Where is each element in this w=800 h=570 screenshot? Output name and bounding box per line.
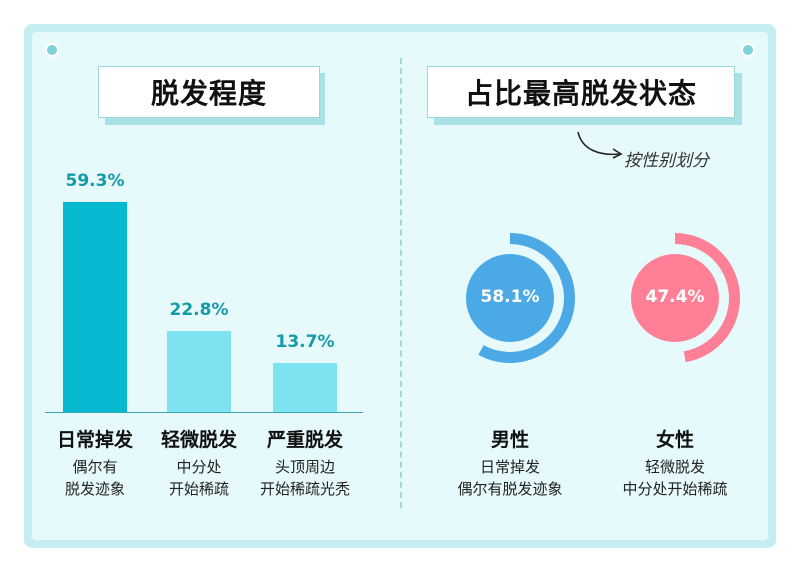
left-title-text: 脱发程度 (150, 77, 267, 110)
bar-description-line: 头顶周边 (274, 458, 335, 476)
corner-dot-right (741, 43, 755, 57)
bar-description-line: 开始稀疏光秃 (259, 480, 350, 498)
x-axis-line (45, 412, 363, 413)
ring-arc (478, 233, 575, 363)
bar-description-line: 脱发迹象 (64, 480, 125, 498)
bar-3 (273, 363, 337, 412)
right-title: 占比最高脱发状态 (427, 66, 735, 118)
bar-category-label: 日常掉发 (56, 429, 133, 451)
ring-description-line: 轻微脱发 (644, 458, 705, 476)
bar-description-line: 中分处 (176, 458, 222, 476)
bar-description-line: 开始稀疏 (168, 480, 229, 498)
ring-value-label: 47.4% (645, 287, 705, 307)
bar-description-line: 偶尔有 (72, 458, 118, 476)
bar-category-label: 轻微脱发 (160, 429, 237, 451)
ring-description-line: 偶尔有脱发迹象 (457, 480, 563, 498)
bar-value-label: 59.3% (65, 171, 125, 191)
bar-category-label: 严重脱发 (266, 429, 343, 451)
corner-dot-left (45, 43, 59, 57)
ring-series-name: 男性 (490, 429, 529, 451)
ring-arc (675, 233, 740, 363)
ring-description-line: 中分处开始稀疏 (622, 480, 728, 498)
bar-1 (63, 202, 127, 412)
section-divider (400, 58, 402, 508)
right-title-text: 占比最高脱发状态 (464, 77, 697, 110)
gender-note: 按性别划分 (624, 151, 709, 171)
ring-chart-1 (466, 233, 575, 363)
ring-description-line: 日常掉发 (479, 458, 540, 476)
bar-2 (167, 331, 231, 412)
ring-value-label: 58.1% (480, 287, 540, 307)
bar-value-label: 13.7% (275, 332, 335, 353)
left-title: 脱发程度 (98, 66, 320, 118)
bar-value-label: 22.8% (169, 300, 229, 321)
curved-arrow-icon (577, 131, 623, 159)
ring-chart-2 (631, 233, 740, 363)
ring-center (631, 254, 719, 342)
ring-center (466, 254, 554, 342)
ring-series-name: 女性 (655, 429, 694, 451)
